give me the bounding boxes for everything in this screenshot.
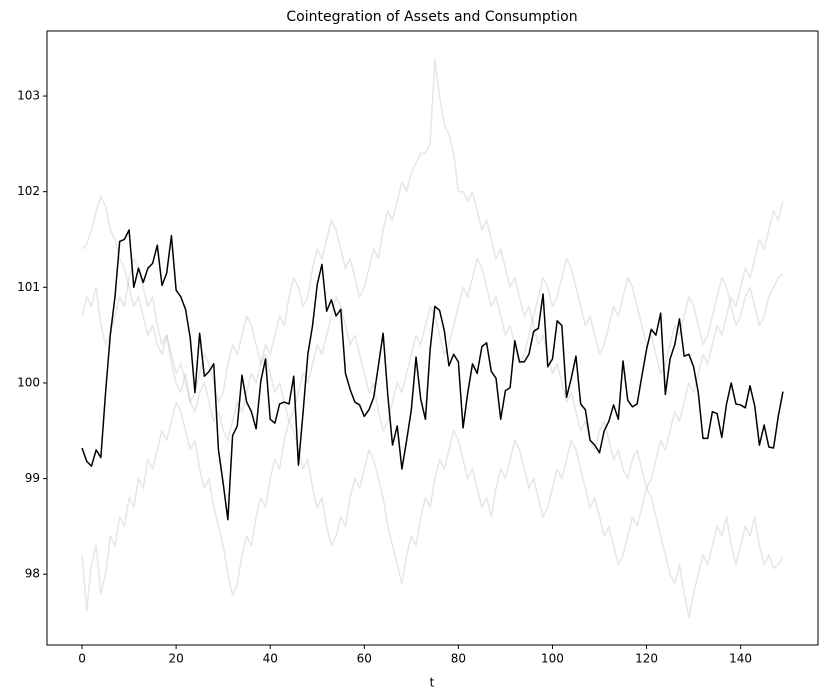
x-tick-label: 40 [263,652,278,666]
x-tick-label: 100 [541,652,564,666]
y-tick-label: 101 [17,280,40,294]
x-tick-label: 80 [451,652,466,666]
y-tick-label: 103 [17,89,40,103]
x-axis-label: t [430,676,435,690]
series-line [81,401,784,619]
x-tick-label: 0 [78,652,86,666]
chart-title: Cointegration of Assets and Consumption [286,9,577,25]
series-line [81,229,784,521]
x-tick-label: 60 [357,652,372,666]
x-tick-label: 20 [168,652,183,666]
plot-area [81,58,784,619]
y-tick-label: 102 [17,184,40,198]
axes-frame [46,30,819,646]
y-tick-label: 98 [25,567,40,581]
y-tick-label: 100 [17,375,40,389]
series-line [81,58,784,489]
x-tick-label: 140 [729,652,752,666]
x-tick-label: 120 [635,652,658,666]
series-line [81,257,784,432]
y-tick-label: 99 [25,471,40,485]
